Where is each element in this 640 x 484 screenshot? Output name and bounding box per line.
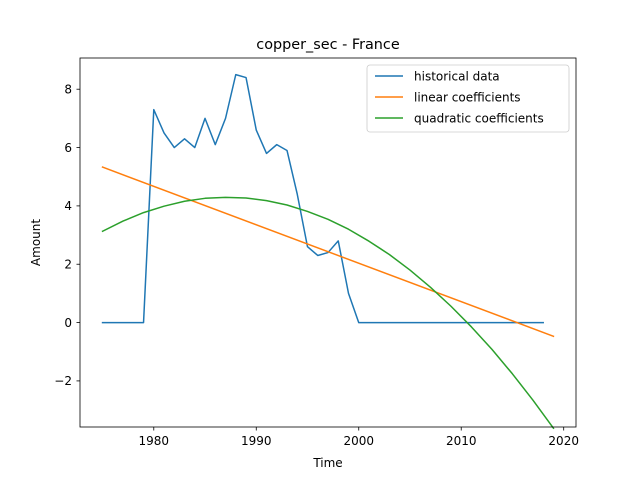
x-tick-label: 2010	[446, 434, 477, 448]
series-layer	[101, 73, 555, 430]
y-tick-label: −2	[54, 374, 72, 388]
legend-entries: historical data linear coefficients quadra…	[375, 70, 544, 126]
legend-label: quadratic coefficients	[414, 112, 544, 126]
x-tick-label: 1980	[139, 434, 170, 448]
y-axis-ticks: −2 0 2 4 6 8	[54, 83, 80, 388]
x-tick-label: 2020	[548, 434, 579, 448]
legend-frame	[366, 64, 570, 133]
legend: historical data linear coefficients quadra…	[366, 64, 570, 133]
series-line-1	[101, 73, 544, 324]
series-line-3	[101, 196, 555, 430]
x-axis-ticks: 1980 1990 2000 2010 2020	[139, 427, 579, 448]
x-tick-label: 2000	[343, 434, 374, 448]
series-line-2	[101, 166, 555, 338]
chart-title: copper_sec - France	[256, 37, 400, 53]
plot-area	[79, 57, 577, 430]
x-tick-label: 1990	[241, 434, 272, 448]
axes-frame	[79, 57, 577, 428]
x-axis-label: Time	[312, 456, 342, 470]
y-tick-label: 0	[64, 316, 72, 330]
legend-label: linear coefficients	[414, 91, 521, 105]
y-tick-label: 4	[64, 199, 72, 213]
y-tick-label: 8	[64, 83, 72, 97]
legend-label: historical data	[414, 70, 500, 84]
y-axis-label: Amount	[29, 219, 43, 266]
y-tick-label: 2	[64, 258, 72, 272]
y-tick-label: 6	[64, 141, 72, 155]
